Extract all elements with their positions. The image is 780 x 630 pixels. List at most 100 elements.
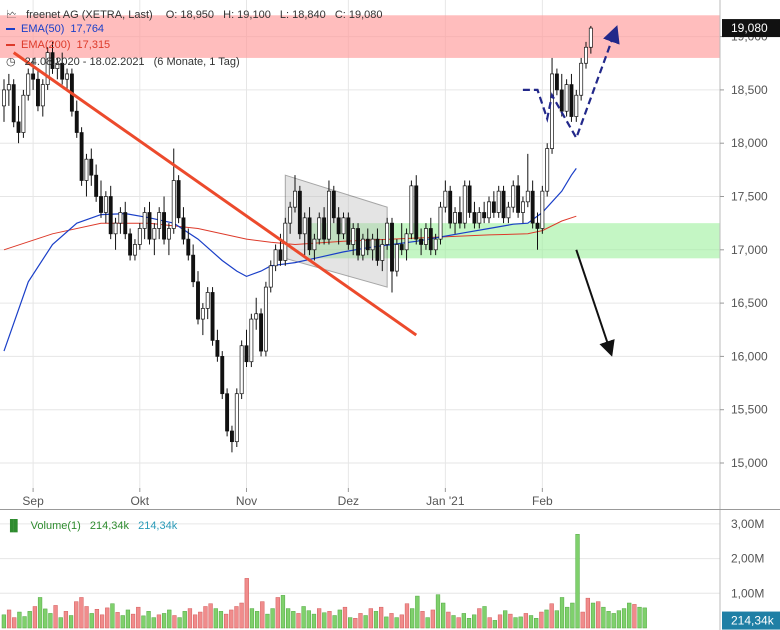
candle-body <box>288 206 293 224</box>
candle-body <box>118 212 123 224</box>
candle-body <box>205 292 210 309</box>
volume-bar <box>37 597 43 629</box>
candle-body <box>511 185 516 208</box>
volume-bar <box>337 609 342 629</box>
volume-bar <box>435 594 441 629</box>
volume-bar <box>472 614 477 629</box>
volume-bar <box>508 613 513 629</box>
time-tick-label: Dez <box>338 494 359 508</box>
candle-body <box>157 212 162 229</box>
volume-bar <box>125 609 131 629</box>
volume-bar <box>637 606 642 629</box>
volume-bar <box>606 611 611 629</box>
volume-bar <box>296 613 301 629</box>
volume-bar <box>477 608 482 629</box>
volume-bar <box>575 534 580 629</box>
instrument-title: freenet AG (XETRA, Last) <box>26 9 153 21</box>
volume-bar <box>177 617 182 629</box>
date-range-legend[interactable]: ◷ 24.08.2020 - 18.02.2021 (6 Monate, 1 T… <box>6 55 246 68</box>
volume-bar <box>94 609 100 629</box>
candle-body <box>89 158 94 176</box>
candle-body <box>414 185 419 240</box>
candle-body <box>176 180 181 219</box>
candle-body <box>21 94 26 133</box>
candle-body <box>540 190 545 229</box>
price-tick-label: 16,500 <box>731 296 768 310</box>
candle-body <box>477 212 482 224</box>
candle-body <box>171 180 176 229</box>
candle-body <box>428 228 433 251</box>
volume-bar <box>482 606 487 629</box>
volume-value-1: 214,34k <box>89 520 130 532</box>
candle-body <box>438 206 443 240</box>
price-tick-label: 18,000 <box>731 136 768 150</box>
candle-body <box>569 84 574 117</box>
candle-body <box>487 201 491 219</box>
volume-bar <box>534 618 539 629</box>
candle-body <box>191 254 196 283</box>
volume-bar <box>74 601 79 629</box>
candle-body <box>360 238 365 256</box>
volume-bar <box>585 597 591 629</box>
candle-body <box>196 281 200 320</box>
volume-bar <box>611 613 616 629</box>
candle-body <box>457 212 462 224</box>
price-tick-label: 15,500 <box>731 403 768 417</box>
volume-bar <box>544 609 549 629</box>
volume-chart[interactable]: 1,00M 2,00M 3,00M 214,34k <box>0 510 780 630</box>
candle-body <box>113 222 118 235</box>
volume-bar <box>348 617 353 629</box>
volume-bar <box>503 610 508 629</box>
time-tick-label: Sep <box>22 494 44 508</box>
candle-body <box>584 46 588 64</box>
candle-body <box>220 356 225 395</box>
ema200-legend[interactable]: EMA(200) 17,315 <box>6 39 116 51</box>
candle-body <box>26 73 31 96</box>
candle-body <box>16 121 21 133</box>
ema50-legend[interactable]: EMA(50) 17,764 <box>6 23 110 35</box>
candle-body <box>564 84 569 112</box>
candle-body <box>554 73 559 91</box>
candle-body <box>530 190 535 224</box>
candle-body <box>40 84 45 107</box>
volume-legend[interactable]: ▐▌ Volume(1) 214,34k 214,34k <box>6 520 183 532</box>
volume-bar <box>632 604 637 629</box>
volume-bar <box>22 616 27 629</box>
volume-bar <box>244 578 249 629</box>
volume-bar <box>32 606 38 629</box>
candle-body <box>2 89 6 107</box>
volume-bar <box>420 611 425 629</box>
candle-body <box>424 228 428 245</box>
candle-body <box>278 249 283 261</box>
candle-body <box>123 212 128 235</box>
high-value: H: 19,100 <box>223 9 271 21</box>
time-tick-label: Jan '21 <box>426 494 465 508</box>
bearish-scenario-arrow <box>575 249 615 357</box>
candle-body <box>152 228 157 240</box>
candle-body <box>200 308 205 320</box>
candle-body <box>234 393 239 443</box>
candle-body <box>433 238 438 251</box>
volume-bar <box>223 613 229 629</box>
volume-bar <box>84 606 89 629</box>
volume-bar <box>27 611 32 629</box>
volume-bar <box>192 614 198 629</box>
volume-bar <box>549 603 554 629</box>
volume-bar <box>627 602 632 629</box>
time-tick-label: Nov <box>236 494 257 508</box>
price-chart[interactable]: 15,000 15,500 16,000 16,500 17,000 17,500 18,0… <box>0 0 780 510</box>
volume-bar <box>358 613 363 629</box>
volume-bar <box>580 611 585 629</box>
ema200-swatch <box>6 44 15 47</box>
volume-tick-label: 2,00M <box>731 552 764 566</box>
volume-bar <box>342 606 348 629</box>
candle-body <box>535 222 540 229</box>
volume-bar <box>311 613 317 629</box>
price-tick-label: 15,000 <box>731 456 768 470</box>
volume-bar <box>301 606 306 629</box>
candle-body <box>399 244 404 251</box>
volume-bar <box>213 608 218 629</box>
candle-body <box>346 217 351 245</box>
volume-bar <box>461 613 466 629</box>
